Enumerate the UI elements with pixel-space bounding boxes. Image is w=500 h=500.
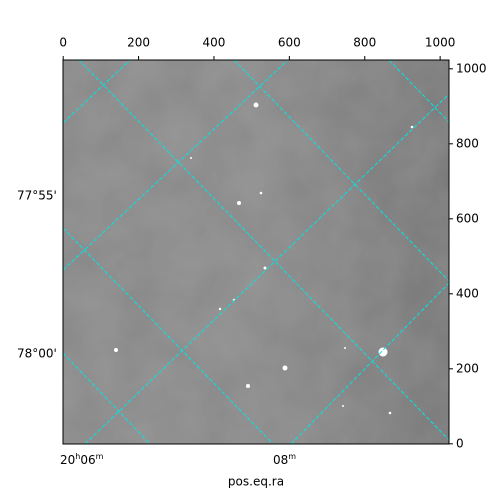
y-tick-label: 200 [456,361,479,375]
x-tick-label: 0 [59,36,67,50]
x-tick-label: 200 [127,36,150,50]
y-tick-label: 0 [456,436,464,450]
dec-tick-label: 78°00' [17,347,57,361]
coordinate-grid [63,60,449,444]
sky-image [63,60,449,444]
x-tick-label: 800 [353,36,376,50]
y-tick-label: 600 [456,211,479,225]
ra-tick-label: 08m [273,452,296,467]
y-tick-label: 800 [456,136,479,150]
ra-tick-label: 20h06m [60,452,104,467]
x-tick-label: 1000 [425,36,456,50]
axes-frame [62,59,450,445]
y-tick-label: 400 [456,286,479,300]
x-tick-label: 600 [278,36,301,50]
dec-tick-label: 77°55' [17,189,57,203]
y-tick-label: 1000 [456,61,487,75]
x-tick-label: 400 [203,36,226,50]
x-axis-label: pos.eq.ra [228,475,284,489]
